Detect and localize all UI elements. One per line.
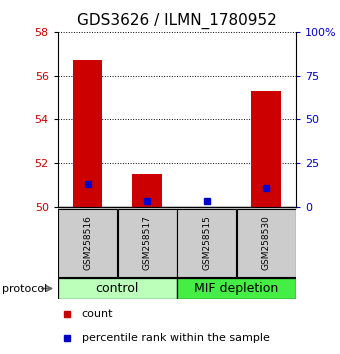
FancyBboxPatch shape <box>118 209 176 277</box>
Text: GSM258517: GSM258517 <box>142 215 152 270</box>
Text: protocol: protocol <box>2 284 47 293</box>
Text: GSM258516: GSM258516 <box>83 215 92 270</box>
Text: control: control <box>96 282 139 295</box>
Bar <box>73 60 102 207</box>
Text: count: count <box>82 308 113 319</box>
FancyBboxPatch shape <box>58 278 177 299</box>
Text: MIF depletion: MIF depletion <box>194 282 278 295</box>
Title: GDS3626 / ILMN_1780952: GDS3626 / ILMN_1780952 <box>77 13 277 29</box>
Text: GSM258530: GSM258530 <box>261 215 271 270</box>
Bar <box>132 174 162 207</box>
FancyBboxPatch shape <box>58 209 117 277</box>
FancyBboxPatch shape <box>237 209 295 277</box>
Text: GSM258515: GSM258515 <box>202 215 211 270</box>
FancyBboxPatch shape <box>177 278 296 299</box>
Bar <box>251 91 281 207</box>
FancyBboxPatch shape <box>177 209 236 277</box>
Text: percentile rank within the sample: percentile rank within the sample <box>82 333 270 343</box>
